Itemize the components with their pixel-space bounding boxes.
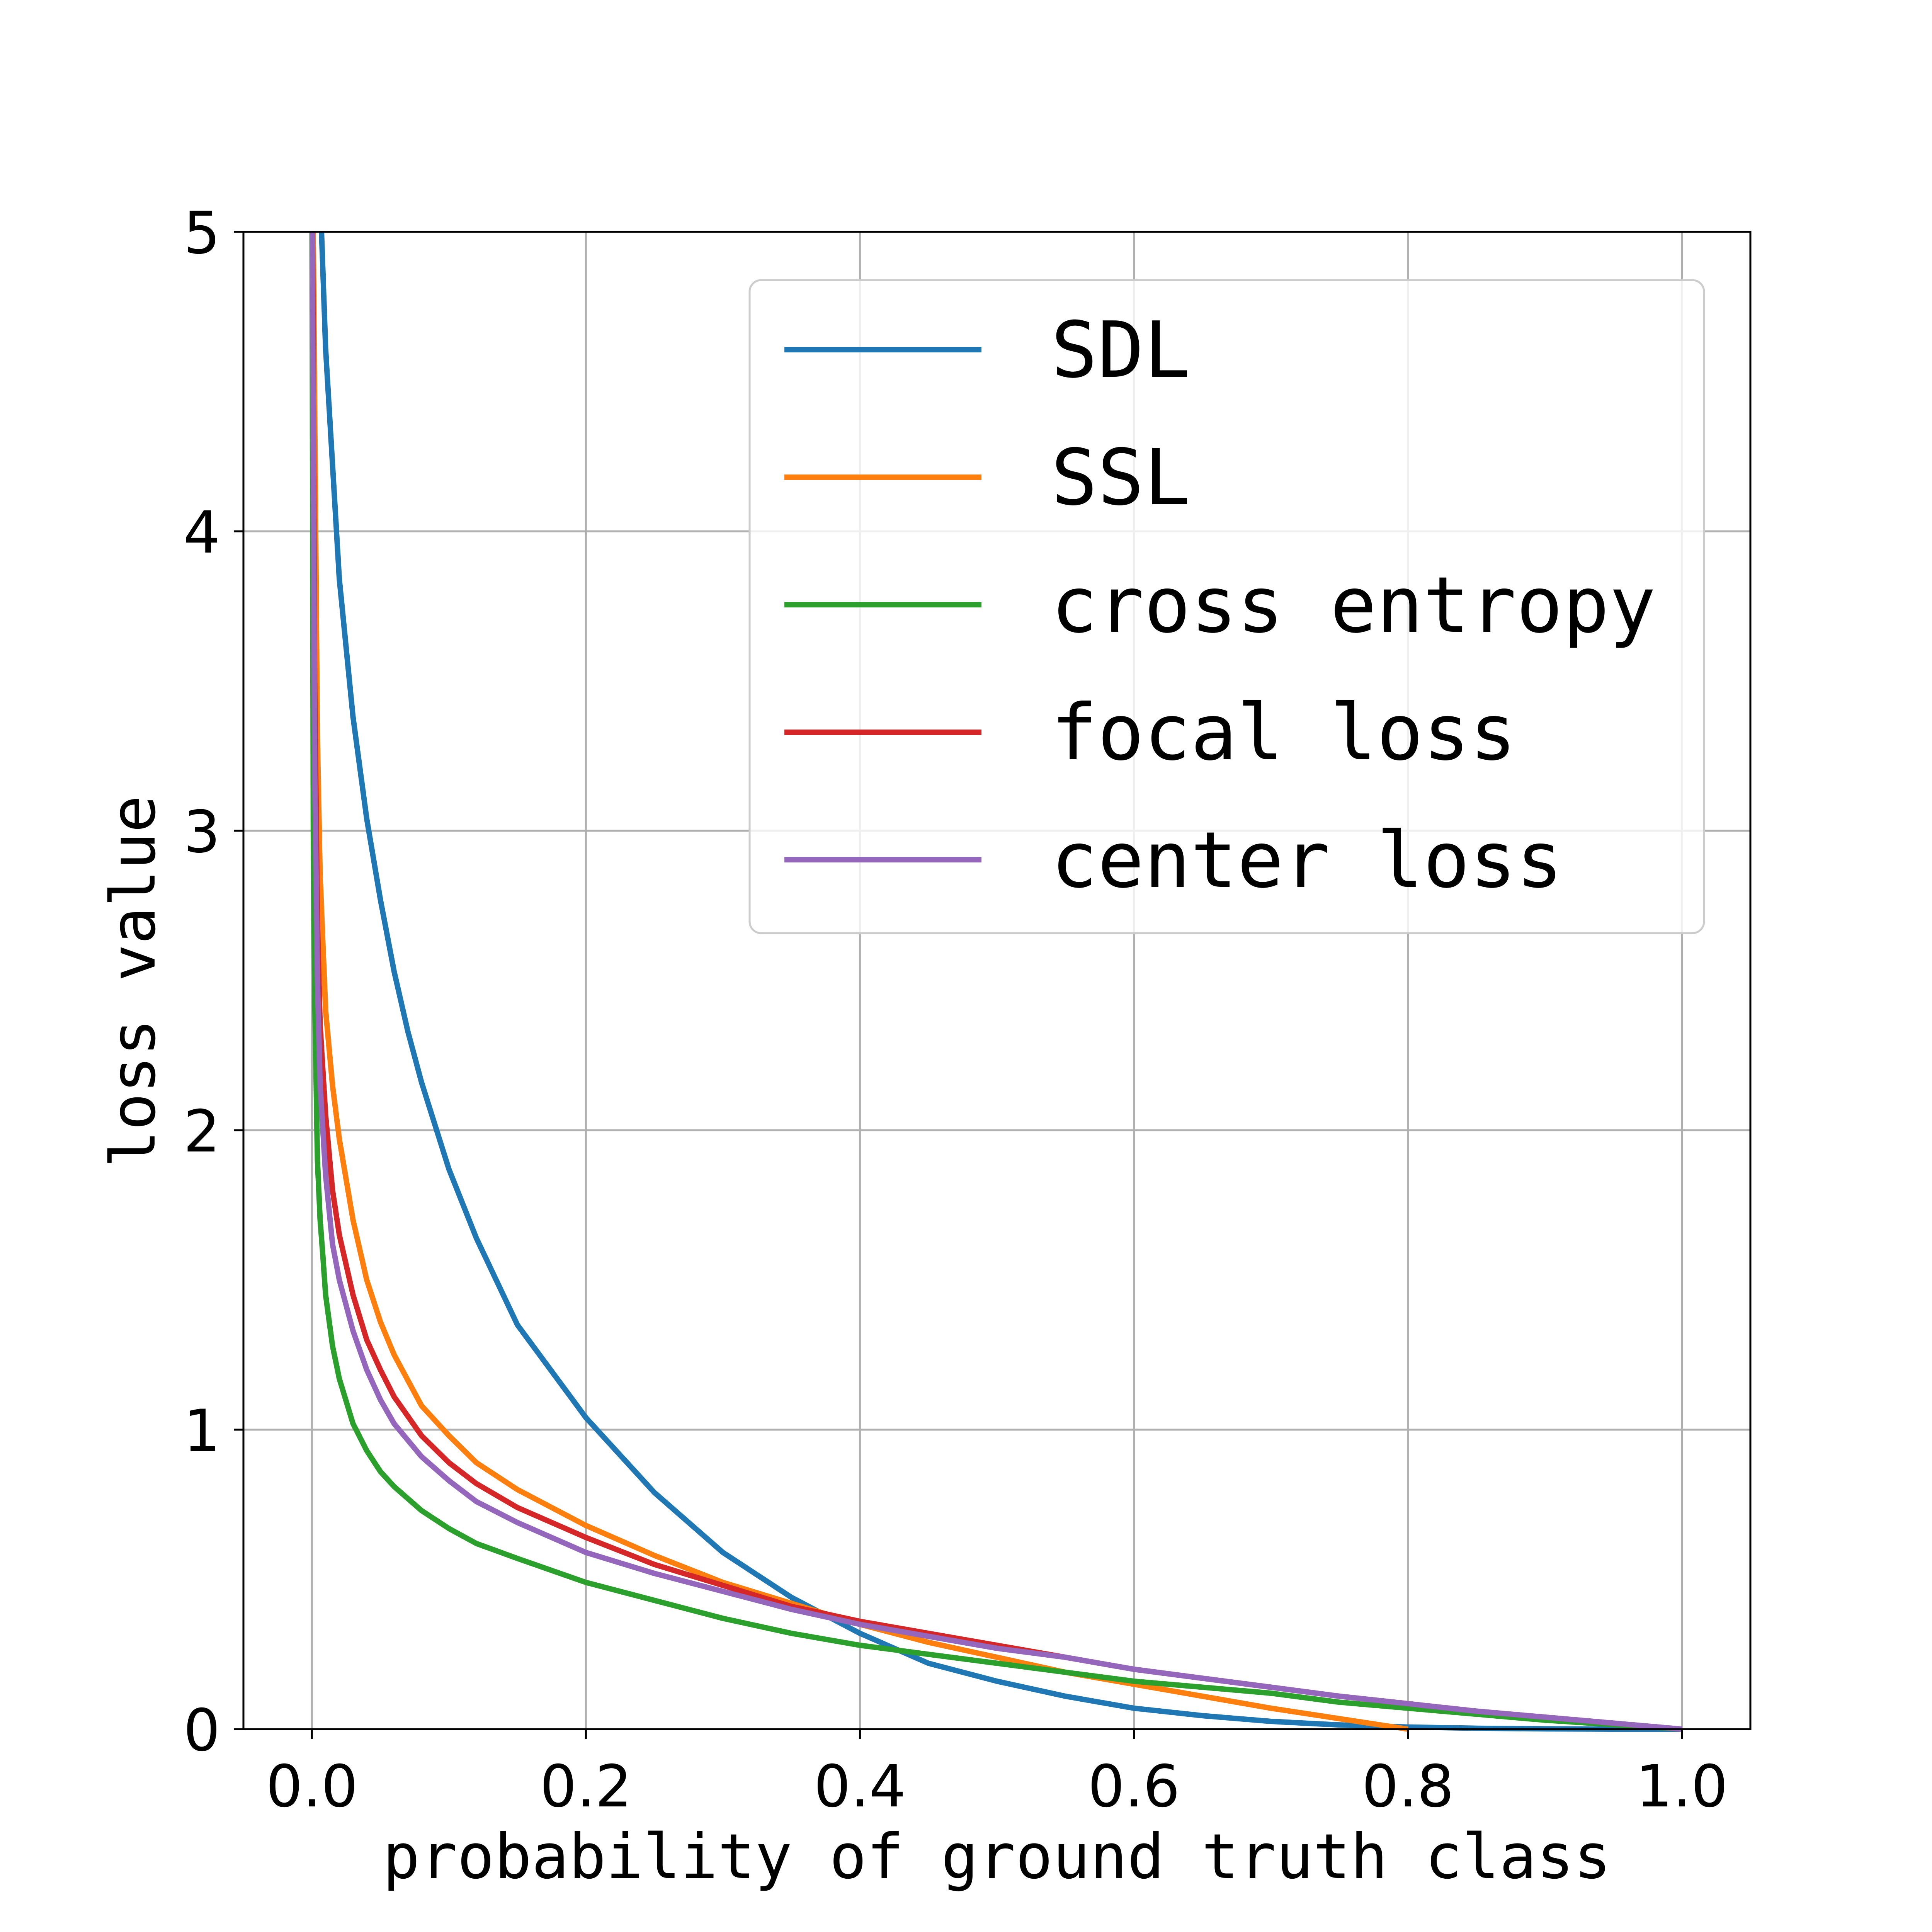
y-axis-label: loss value [97,795,169,1167]
y-tick-label-4: 4 [184,499,220,566]
x-tick-label-3: 0.6 [1088,1753,1180,1820]
y-tick-label-1: 1 [184,1398,220,1465]
x-axis-label: probability of ground truth class [383,1820,1611,1893]
x-tick-label-1: 0.2 [540,1753,632,1820]
x-tick-label-2: 0.4 [814,1753,906,1820]
legend-label-1: SSL [1051,433,1190,523]
series-line-4 [310,231,1682,1732]
legend-label-4: center loss [1051,815,1563,905]
legend: SDL SSL cross entropy focal loss center loss [748,279,1705,934]
legend-label-3: focal loss [1051,688,1516,778]
x-tick-label-0: 0.0 [266,1753,358,1820]
x-tick-label-5: 1.0 [1636,1753,1728,1820]
series-line-2 [309,231,1682,1732]
axis-ticks: 0.0 0.2 0.4 0.6 0.8 1.0 0 1 2 3 4 5 [184,200,1728,1820]
y-tick-label-0: 0 [184,1697,220,1764]
series-line-0 [319,231,1682,1732]
x-tick-label-4: 0.8 [1362,1753,1454,1820]
y-tick-label-5: 5 [184,200,220,267]
legend-label-0: SDL [1051,305,1190,395]
y-tick-label-2: 2 [184,1098,220,1165]
legend-label-2: cross entropy [1051,560,1656,650]
plot-area [309,231,1682,1732]
y-tick-label-3: 3 [184,799,220,866]
plot-frame [242,231,1752,1730]
legend-box [748,279,1705,934]
